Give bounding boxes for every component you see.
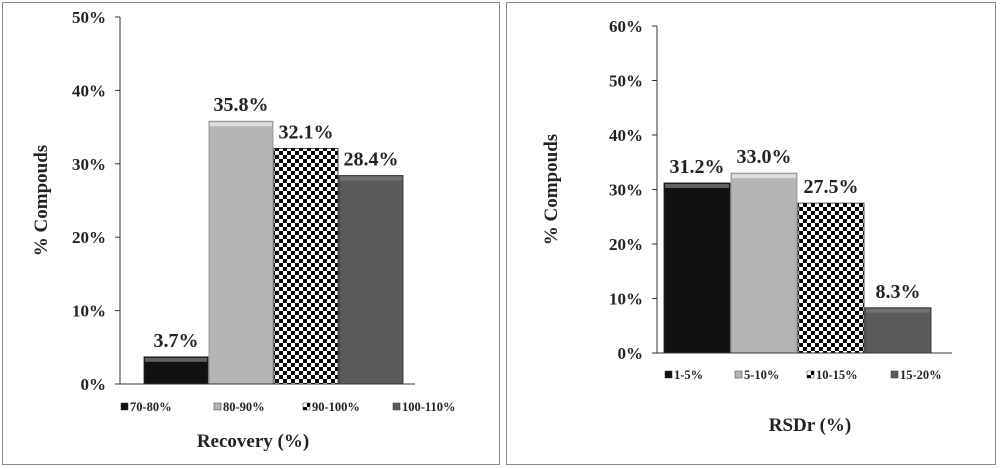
y-axis-ticks: 0% 10% 20% 30% 40% 50% xyxy=(72,8,120,394)
bar-bevel xyxy=(866,308,930,313)
bar-bevel xyxy=(145,357,207,362)
legend-entry: 100-110% xyxy=(402,400,455,414)
legend-entry: 1-5% xyxy=(674,368,703,382)
y-tick-label: 10% xyxy=(72,302,106,321)
x-axis-title: RSDr (%) xyxy=(769,415,852,436)
legend-swatch xyxy=(120,402,129,411)
y-tick-label: 0% xyxy=(618,344,644,363)
legend-swatch xyxy=(302,402,311,411)
bar-bevel xyxy=(665,183,729,188)
y-tick-label: 50% xyxy=(609,72,643,91)
bar-15-20% xyxy=(864,307,932,354)
y-tick-label: 10% xyxy=(609,290,643,309)
legend-entry: 15-20% xyxy=(900,368,942,382)
y-axis-ticks: 0% 10% 20% 30% 40% 50% 60% xyxy=(609,17,657,363)
bar-bevel xyxy=(340,176,402,181)
chart-recovery: 0% 10% 20% 30% 40% 50% 3.7% 35.8% 32.1% 28.4% % … xyxy=(31,8,455,452)
bar-80-90% xyxy=(208,120,274,385)
y-axis-title: % Compouds xyxy=(541,134,562,245)
data-label: 3.7% xyxy=(154,330,199,352)
bar-10-15% xyxy=(797,202,865,354)
bar-bevel xyxy=(732,174,796,179)
chart-panel-recovery: 0% 10% 20% 30% 40% 50% 3.7% 35.8% 32.1% 28.4% % … xyxy=(2,2,500,465)
y-axis-title: % Compouds xyxy=(31,145,52,256)
bar-5-10% xyxy=(730,172,798,354)
y-tick-label: 40% xyxy=(72,81,106,100)
bar-bevel xyxy=(210,122,272,127)
x-axis-title: Recovery (%) xyxy=(197,431,309,452)
y-tick-label: 20% xyxy=(72,228,106,247)
y-tick-label: 50% xyxy=(72,8,106,27)
legend: 1-5% 5-10% 10-15% 15-20% xyxy=(664,368,942,382)
legend-swatch xyxy=(392,402,401,411)
legend-entry: 70-80% xyxy=(130,400,172,414)
bar-100-110% xyxy=(338,175,404,385)
data-label: 28.4% xyxy=(344,149,399,171)
data-labels: 3.7% 35.8% 32.1% 28.4% xyxy=(154,94,399,352)
y-tick-label: 60% xyxy=(609,17,643,36)
legend-entry: 10-15% xyxy=(816,368,858,382)
chart-panel-rsdr: 0% 10% 20% 30% 40% 50% 60% 31.2% 33.0% 27.5% 8.3%… xyxy=(506,2,996,465)
bar-90-100% xyxy=(273,147,339,385)
legend: 70-80% 80-90% 90-100% 100-110% xyxy=(120,400,455,414)
y-tick-label: 30% xyxy=(609,181,643,200)
legend-entry: 90-100% xyxy=(312,400,360,414)
bars xyxy=(143,120,404,385)
legend-swatch xyxy=(213,402,222,411)
y-tick-label: 20% xyxy=(609,235,643,254)
data-label: 32.1% xyxy=(279,121,334,143)
data-label: 35.8% xyxy=(214,94,269,116)
data-label: 8.3% xyxy=(876,281,921,303)
bar-1-5% xyxy=(663,182,731,354)
legend-swatch xyxy=(664,370,673,379)
data-labels: 31.2% 33.0% 27.5% 8.3% xyxy=(670,146,921,303)
data-label: 31.2% xyxy=(670,156,725,178)
data-label: 27.5% xyxy=(804,176,859,198)
legend-entry: 5-10% xyxy=(744,368,779,382)
legend-swatch xyxy=(734,370,743,379)
y-tick-label: 30% xyxy=(72,155,106,174)
chart-rsdr: 0% 10% 20% 30% 40% 50% 60% 31.2% 33.0% 27.5% 8.3%… xyxy=(541,17,952,436)
y-tick-label: 40% xyxy=(609,126,643,145)
y-tick-label: 0% xyxy=(81,375,107,394)
bars xyxy=(663,172,932,354)
data-label: 33.0% xyxy=(737,146,792,168)
legend-swatch xyxy=(806,370,815,379)
legend-swatch xyxy=(890,370,899,379)
legend-entry: 80-90% xyxy=(223,400,265,414)
